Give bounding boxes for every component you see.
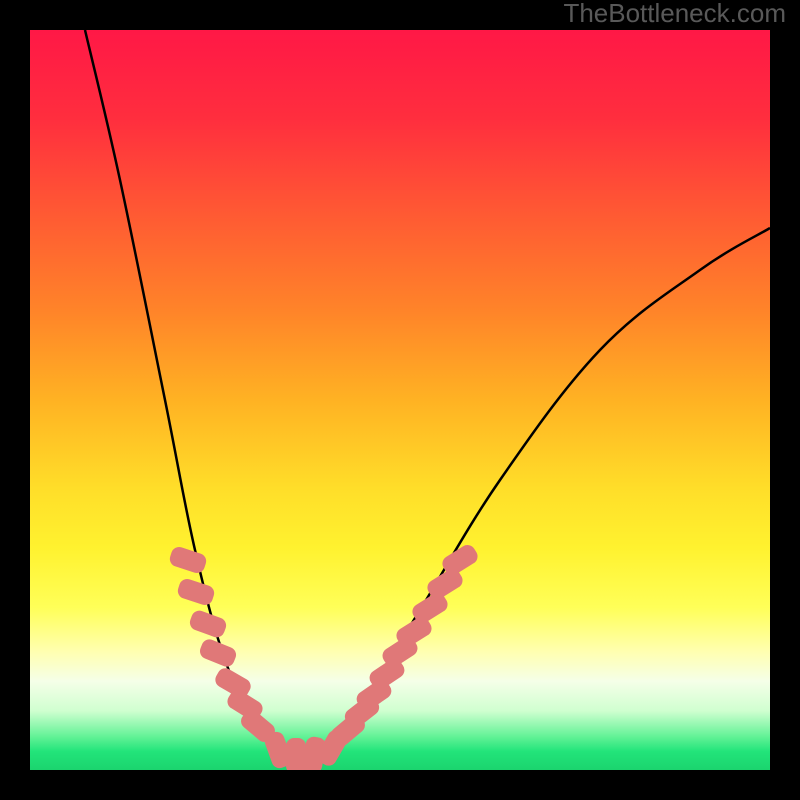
watermark: TheBottleneck.com [563, 0, 786, 28]
bottleneck-chart: TheBottleneck.com [0, 0, 800, 800]
marker-pill [286, 738, 306, 774]
